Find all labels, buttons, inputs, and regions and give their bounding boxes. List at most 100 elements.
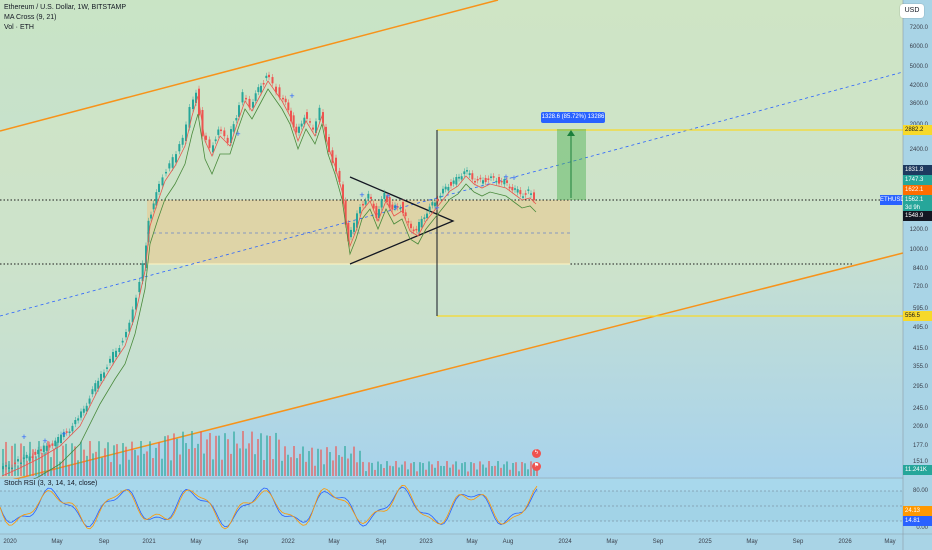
candle-body [48, 444, 51, 448]
candle-body [418, 222, 420, 232]
volume-bar [122, 443, 124, 476]
volume-bar [176, 438, 178, 476]
volume-bar [284, 446, 286, 476]
candle-body [45, 445, 48, 451]
time-axis[interactable]: 2020 May Sep 2021 May Sep 2022 May Sep 2… [0, 534, 903, 550]
volume-bar [32, 449, 34, 476]
time-label: 2023 [419, 539, 433, 545]
volume-bar [320, 449, 322, 476]
volume-bar [503, 464, 505, 476]
volume-bar [365, 471, 367, 476]
candle-body [220, 129, 222, 132]
stoch-rsi-label[interactable]: Stoch RSI (3, 3, 14, 14, close) [4, 480, 98, 487]
volume-bar [293, 446, 295, 476]
volume-bar [137, 455, 139, 476]
candle-body [463, 171, 466, 175]
candle-body [391, 204, 394, 210]
volume-bar [428, 461, 430, 476]
currency-button[interactable]: USD [900, 4, 924, 18]
price-axis[interactable]: 7200.0 6000.0 5000.0 4200.0 3600.0 2400.… [903, 0, 932, 550]
volume-bar [524, 463, 526, 476]
volume-bar [227, 439, 229, 476]
volume-bar [434, 467, 436, 476]
volume-bar [323, 464, 325, 476]
volume-label[interactable]: Vol · ETH [4, 24, 34, 31]
price-tick: 415.0 [912, 346, 928, 352]
candle-body [252, 101, 254, 108]
ma-cross-marker: + [21, 432, 26, 442]
ma-cross-marker: + [385, 191, 390, 201]
stoch-d-line [0, 485, 538, 530]
flag-icon[interactable]: ⚑ [532, 462, 541, 471]
volume-bar [107, 442, 109, 476]
volume-bar [233, 431, 235, 476]
price-tick: 4200.0 [909, 83, 928, 89]
price-tick: 245.0 [912, 406, 928, 412]
volume-bar [452, 464, 454, 476]
candle-body [423, 217, 426, 219]
candle-body [128, 322, 131, 332]
volume-bar [191, 431, 193, 476]
volume-bar [101, 457, 103, 476]
candle-body [80, 411, 82, 418]
candle-body [71, 425, 74, 432]
volume-bar [110, 462, 112, 476]
candle-body [318, 107, 321, 121]
candle-body [223, 130, 226, 137]
symbol-title[interactable]: Ethereum / U.S. Dollar, 1W, BITSTAMP [4, 4, 127, 11]
volume-bar [440, 465, 442, 476]
candle-body [364, 200, 367, 205]
volume-bar [251, 431, 253, 476]
candle-body [300, 123, 303, 127]
time-label: May [606, 539, 618, 545]
volume-bar [221, 459, 223, 476]
candle-body [434, 202, 436, 207]
volume-bar [116, 444, 118, 476]
time-label: May [190, 539, 202, 545]
price-tag-target-high: 2882.2 [903, 125, 932, 135]
volume-bar [413, 462, 415, 476]
volume-bar [461, 463, 463, 476]
volume-bar [299, 453, 301, 476]
volume-bar [473, 463, 475, 476]
candle-body [476, 179, 479, 181]
volume-bar [236, 443, 238, 476]
volume-bar [155, 447, 157, 476]
candle-body [471, 173, 474, 180]
candle-body [265, 75, 268, 79]
volume-bar [419, 462, 421, 476]
candle-body [356, 213, 358, 228]
ma-cross-label[interactable]: MA Cross (9, 21) [4, 14, 57, 21]
price-tick: 495.0 [912, 325, 928, 331]
time-label: 2021 [142, 539, 156, 545]
candle-body [37, 449, 40, 455]
volume-bar [326, 447, 328, 476]
stoch-k-tag: 14.81 [903, 516, 932, 526]
candle-body [268, 74, 270, 78]
volume-bar [494, 465, 496, 476]
candle-body [530, 193, 532, 195]
volume-bar [335, 446, 337, 476]
candle-body [514, 188, 516, 190]
volume-bar [188, 448, 190, 476]
lightning-icon[interactable]: ϟ [532, 449, 541, 458]
stoch-tick: 80.00 [912, 488, 928, 494]
candle-body [511, 186, 514, 191]
price-tick: 1000.0 [909, 247, 928, 253]
candle-body [158, 183, 160, 193]
candle-body [490, 176, 492, 178]
ma-cross-marker: + [434, 203, 439, 213]
candle-body [168, 163, 171, 169]
volume-bar [26, 460, 28, 476]
candle-body [303, 117, 306, 125]
candle-body [407, 221, 410, 223]
volume-bar [125, 446, 127, 476]
volume-bar [536, 467, 538, 476]
price-tick: 151.0 [912, 459, 928, 465]
candle-body [106, 367, 108, 369]
candle-body [474, 180, 476, 183]
volume-bar [83, 449, 85, 476]
candle-body [235, 117, 238, 121]
volume-bar [77, 460, 79, 476]
